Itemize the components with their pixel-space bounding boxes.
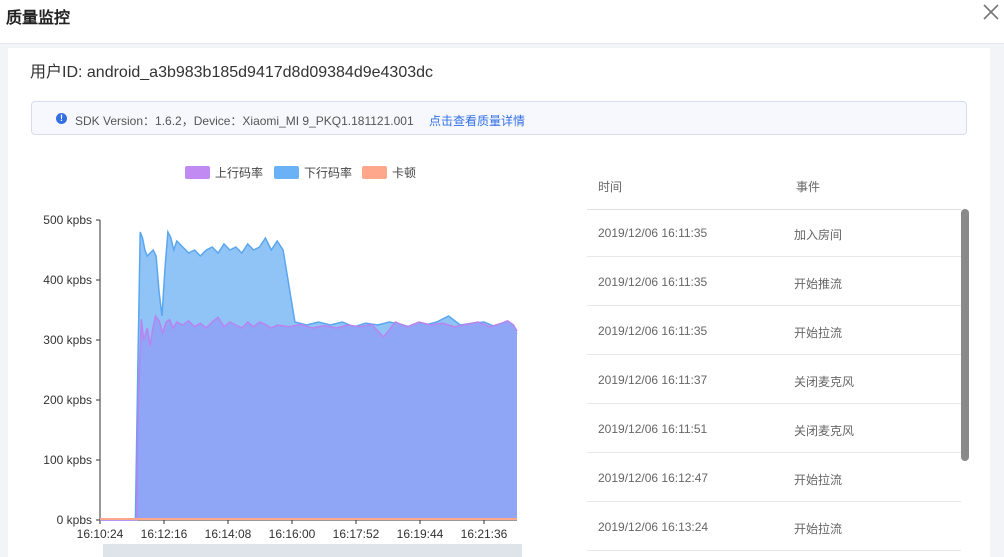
table-row: 2019/12/06 16:11:37 关闭麦克风 — [587, 356, 961, 404]
event-name: 加入房间 — [794, 228, 843, 242]
x-tick-label: 16:12:16 — [141, 527, 188, 541]
legend-label-stutter: 卡顿 — [392, 166, 417, 180]
event-time: 2019/12/06 16:11:35 — [598, 275, 708, 289]
modal-header: 质量监控 — [0, 0, 1004, 44]
page-scrollbar[interactable] — [992, 44, 1004, 557]
y-axis: 0 kpbs 100 kpbs 200 kpbs 300 kpbs 400 kpbs 50… — [43, 213, 101, 527]
events-table-scrollbar[interactable] — [961, 209, 969, 461]
event-time: 2019/12/06 16:11:51 — [598, 422, 708, 436]
info-icon: ! — [56, 113, 67, 124]
x-tick-label: 16:16:00 — [269, 527, 316, 541]
upload-area — [100, 316, 517, 520]
data-zoom-slider[interactable] — [103, 544, 522, 557]
y-tick-label: 100 kpbs — [43, 453, 92, 467]
table-row: 2019/12/06 16:12:47 开始拉流 — [587, 454, 961, 502]
table-row: 2019/12/06 16:11:51 关闭麦克风 — [587, 405, 961, 453]
user-id-label: 用户ID: android_a3b983b185d9417d8d09384d9e… — [30, 64, 434, 81]
x-tick-label: 16:17:52 — [333, 527, 380, 541]
table-row: 2019/12/06 16:13:24 开始拉流 — [587, 503, 961, 551]
y-tick-label: 300 kpbs — [43, 333, 92, 347]
legend-swatch-stutter — [362, 166, 387, 179]
info-bar: ! SDK Version：1.6.2，Device：Xiaomi_MI 9_P… — [31, 101, 967, 135]
event-column-header: 事件 — [796, 180, 821, 194]
event-name: 开始拉流 — [794, 522, 843, 536]
event-time: 2019/12/06 16:13:24 — [598, 520, 709, 534]
x-tick-label: 16:21:36 — [461, 527, 508, 541]
event-name: 关闭麦克风 — [794, 424, 855, 438]
table-row: 2019/12/06 16:11:35 开始拉流 — [587, 307, 961, 355]
event-time: 2019/12/06 16:11:35 — [598, 226, 708, 240]
table-row: 2019/12/06 16:11:35 加入房间 — [587, 209, 961, 257]
event-time: 2019/12/06 16:12:47 — [598, 471, 709, 485]
y-tick-label: 400 kpbs — [43, 273, 92, 287]
event-name: 开始推流 — [794, 277, 843, 291]
legend-label-download: 下行码率 — [304, 166, 353, 180]
event-time: 2019/12/06 16:11:37 — [598, 373, 708, 387]
quality-detail-link[interactable]: 点击查看质量详情 — [429, 114, 526, 128]
events-table-header: 时间 事件 — [587, 166, 961, 210]
y-tick-label: 500 kpbs — [43, 213, 92, 227]
table-row: 2019/12/06 16:11:35 开始推流 — [587, 258, 961, 306]
legend-swatch-upload — [185, 166, 210, 179]
x-tick-label: 16:10:24 — [77, 527, 124, 541]
event-name: 关闭麦克风 — [794, 375, 855, 389]
x-tick-label: 16:19:44 — [397, 527, 444, 541]
modal-title: 质量监控 — [6, 10, 71, 27]
upload-line — [100, 314, 518, 521]
sdk-device-info: SDK Version：1.6.2，Device：Xiaomi_MI 9_PKQ… — [75, 114, 414, 128]
bitrate-chart: 0 kpbs 100 kpbs 200 kpbs 300 kpbs 400 kpbs 50… — [43, 213, 522, 557]
event-time: 2019/12/06 16:11:35 — [598, 324, 708, 338]
x-tick-label: 16:14:08 — [205, 527, 252, 541]
legend-swatch-download — [274, 166, 299, 179]
time-column-header: 时间 — [598, 180, 623, 194]
plot-area — [100, 229, 518, 521]
close-icon[interactable] — [982, 3, 1000, 21]
y-tick-label: 0 kpbs — [57, 513, 92, 527]
x-axis: 16:10:24 16:12:16 16:14:08 16:16:00 16:17:52… — [77, 519, 517, 541]
event-name: 开始拉流 — [794, 473, 843, 487]
event-name: 开始拉流 — [794, 326, 843, 340]
y-tick-label: 200 kpbs — [43, 393, 92, 407]
legend-label-upload: 上行码率 — [215, 166, 264, 180]
